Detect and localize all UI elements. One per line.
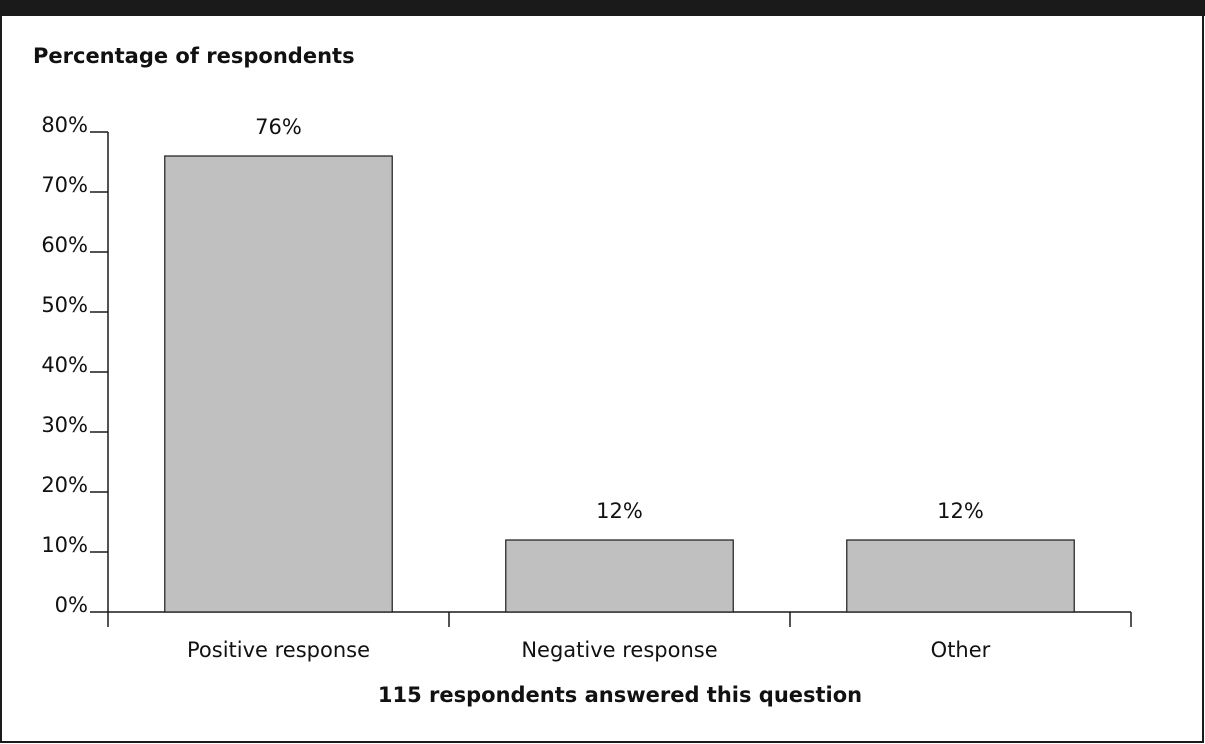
bar xyxy=(164,155,393,613)
bar xyxy=(505,539,734,613)
y-tick-label: 30% xyxy=(41,413,88,437)
bar-value-label: 76% xyxy=(255,115,302,139)
y-tick-label: 60% xyxy=(41,233,88,257)
y-tick-label: 50% xyxy=(41,293,88,317)
x-axis: Positive response Negative response Other xyxy=(107,611,1132,662)
bar-value-label: 12% xyxy=(596,499,643,523)
y-tick-label: 40% xyxy=(41,353,88,377)
header-bar xyxy=(0,0,1205,16)
respondent-count-note: 115 respondents answered this question xyxy=(378,683,862,707)
y-axis: 0% 10% 20% 30% 40% 50% 60% 70% 80% xyxy=(41,113,109,617)
bar-value-label: 12% xyxy=(937,499,984,523)
y-tick-label: 10% xyxy=(41,533,88,557)
y-tick-label: 0% xyxy=(55,593,88,617)
y-axis-title: Percentage of respondents xyxy=(33,44,355,68)
x-category-label: Other xyxy=(931,638,991,662)
bars: 76% 12% 12% xyxy=(164,115,1075,613)
y-tick-label: 80% xyxy=(41,113,88,137)
x-category-label: Positive response xyxy=(187,638,370,662)
y-tick-label: 70% xyxy=(41,173,88,197)
x-category-label: Negative response xyxy=(521,638,717,662)
y-tick-label: 20% xyxy=(41,473,88,497)
bar xyxy=(846,539,1075,613)
